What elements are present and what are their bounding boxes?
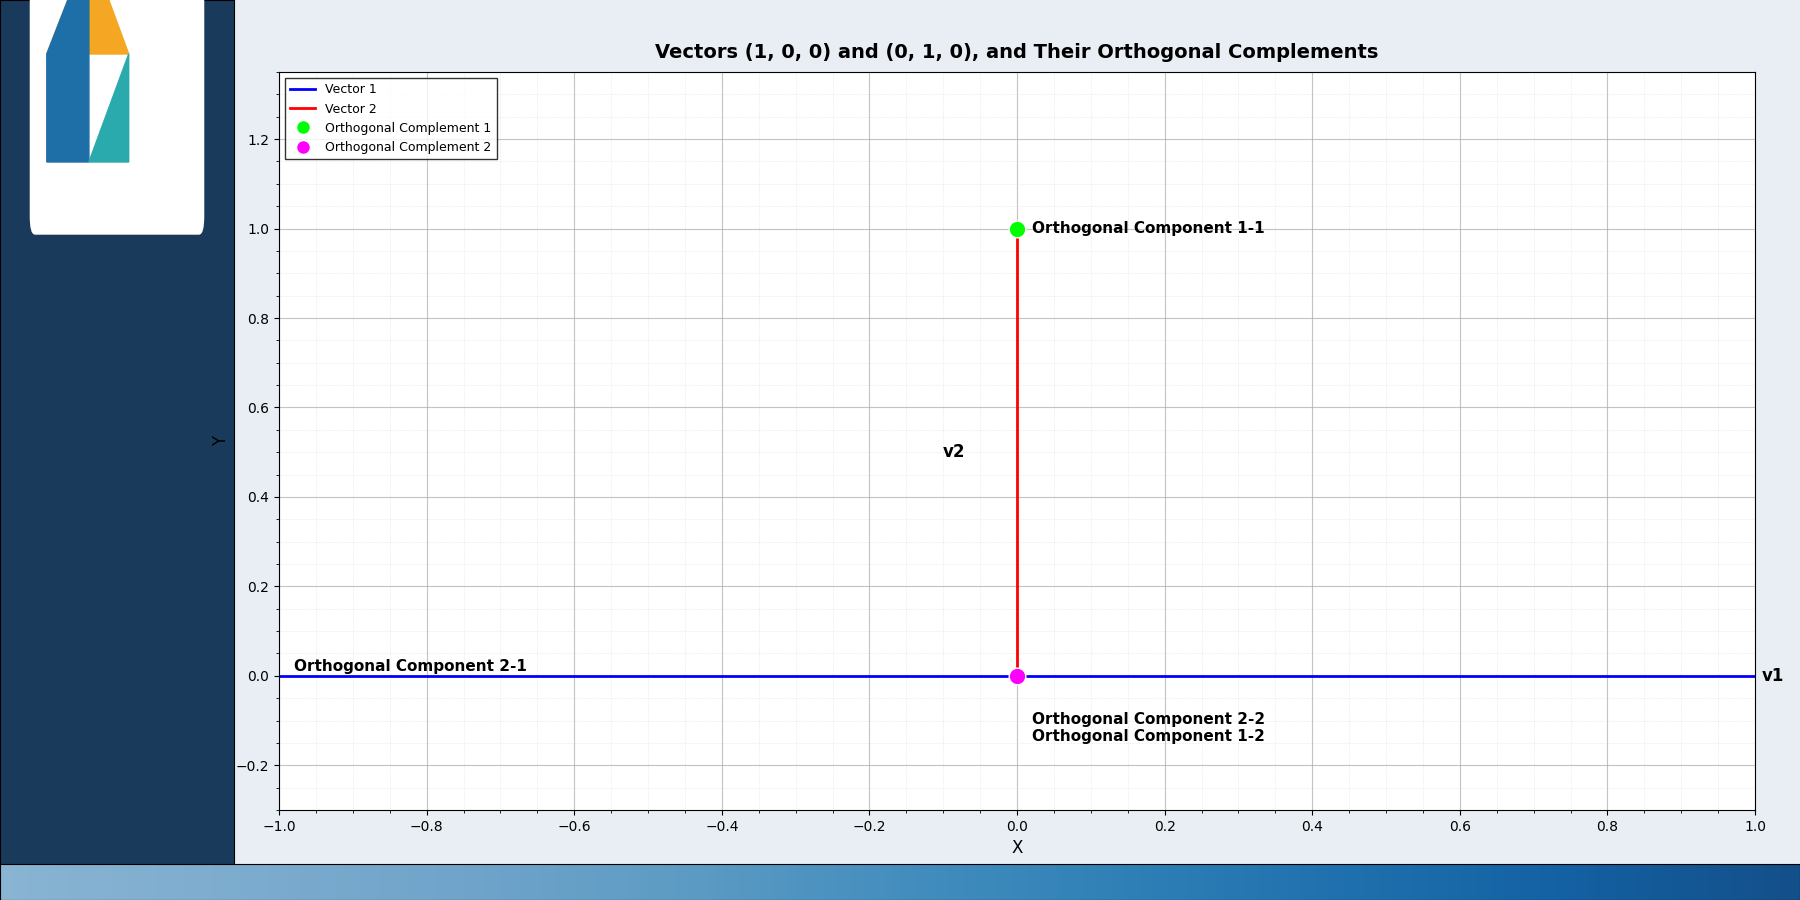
- Polygon shape: [47, 0, 130, 54]
- Text: SOM: SOM: [92, 180, 142, 199]
- Vector 2: [1006, 223, 1028, 234]
- Text: Orthogonal Component 2-1: Orthogonal Component 2-1: [293, 660, 527, 674]
- Text: v1: v1: [1762, 667, 1784, 685]
- Text: Orthogonal Component 2-2
Orthogonal Component 1-2: Orthogonal Component 2-2 Orthogonal Comp…: [1031, 712, 1265, 744]
- Polygon shape: [47, 0, 88, 162]
- Text: Orthogonal Component 1-1: Orthogonal Component 1-1: [1031, 221, 1264, 236]
- Y-axis label: Y: Y: [212, 436, 230, 446]
- Polygon shape: [88, 54, 130, 162]
- Text: STORY OF MATHEMATICS: STORY OF MATHEMATICS: [77, 225, 157, 230]
- X-axis label: X: X: [1012, 840, 1022, 858]
- Text: v2: v2: [943, 443, 965, 461]
- Legend: Vector 1, Vector 2, Orthogonal Complement 1, Orthogonal Complement 2: Vector 1, Vector 2, Orthogonal Complemen…: [284, 78, 497, 159]
- FancyBboxPatch shape: [31, 0, 203, 234]
- Vector 2: [1006, 670, 1028, 681]
- Title: Vectors (1, 0, 0) and (0, 1, 0), and Their Orthogonal Complements: Vectors (1, 0, 0) and (0, 1, 0), and The…: [655, 43, 1379, 62]
